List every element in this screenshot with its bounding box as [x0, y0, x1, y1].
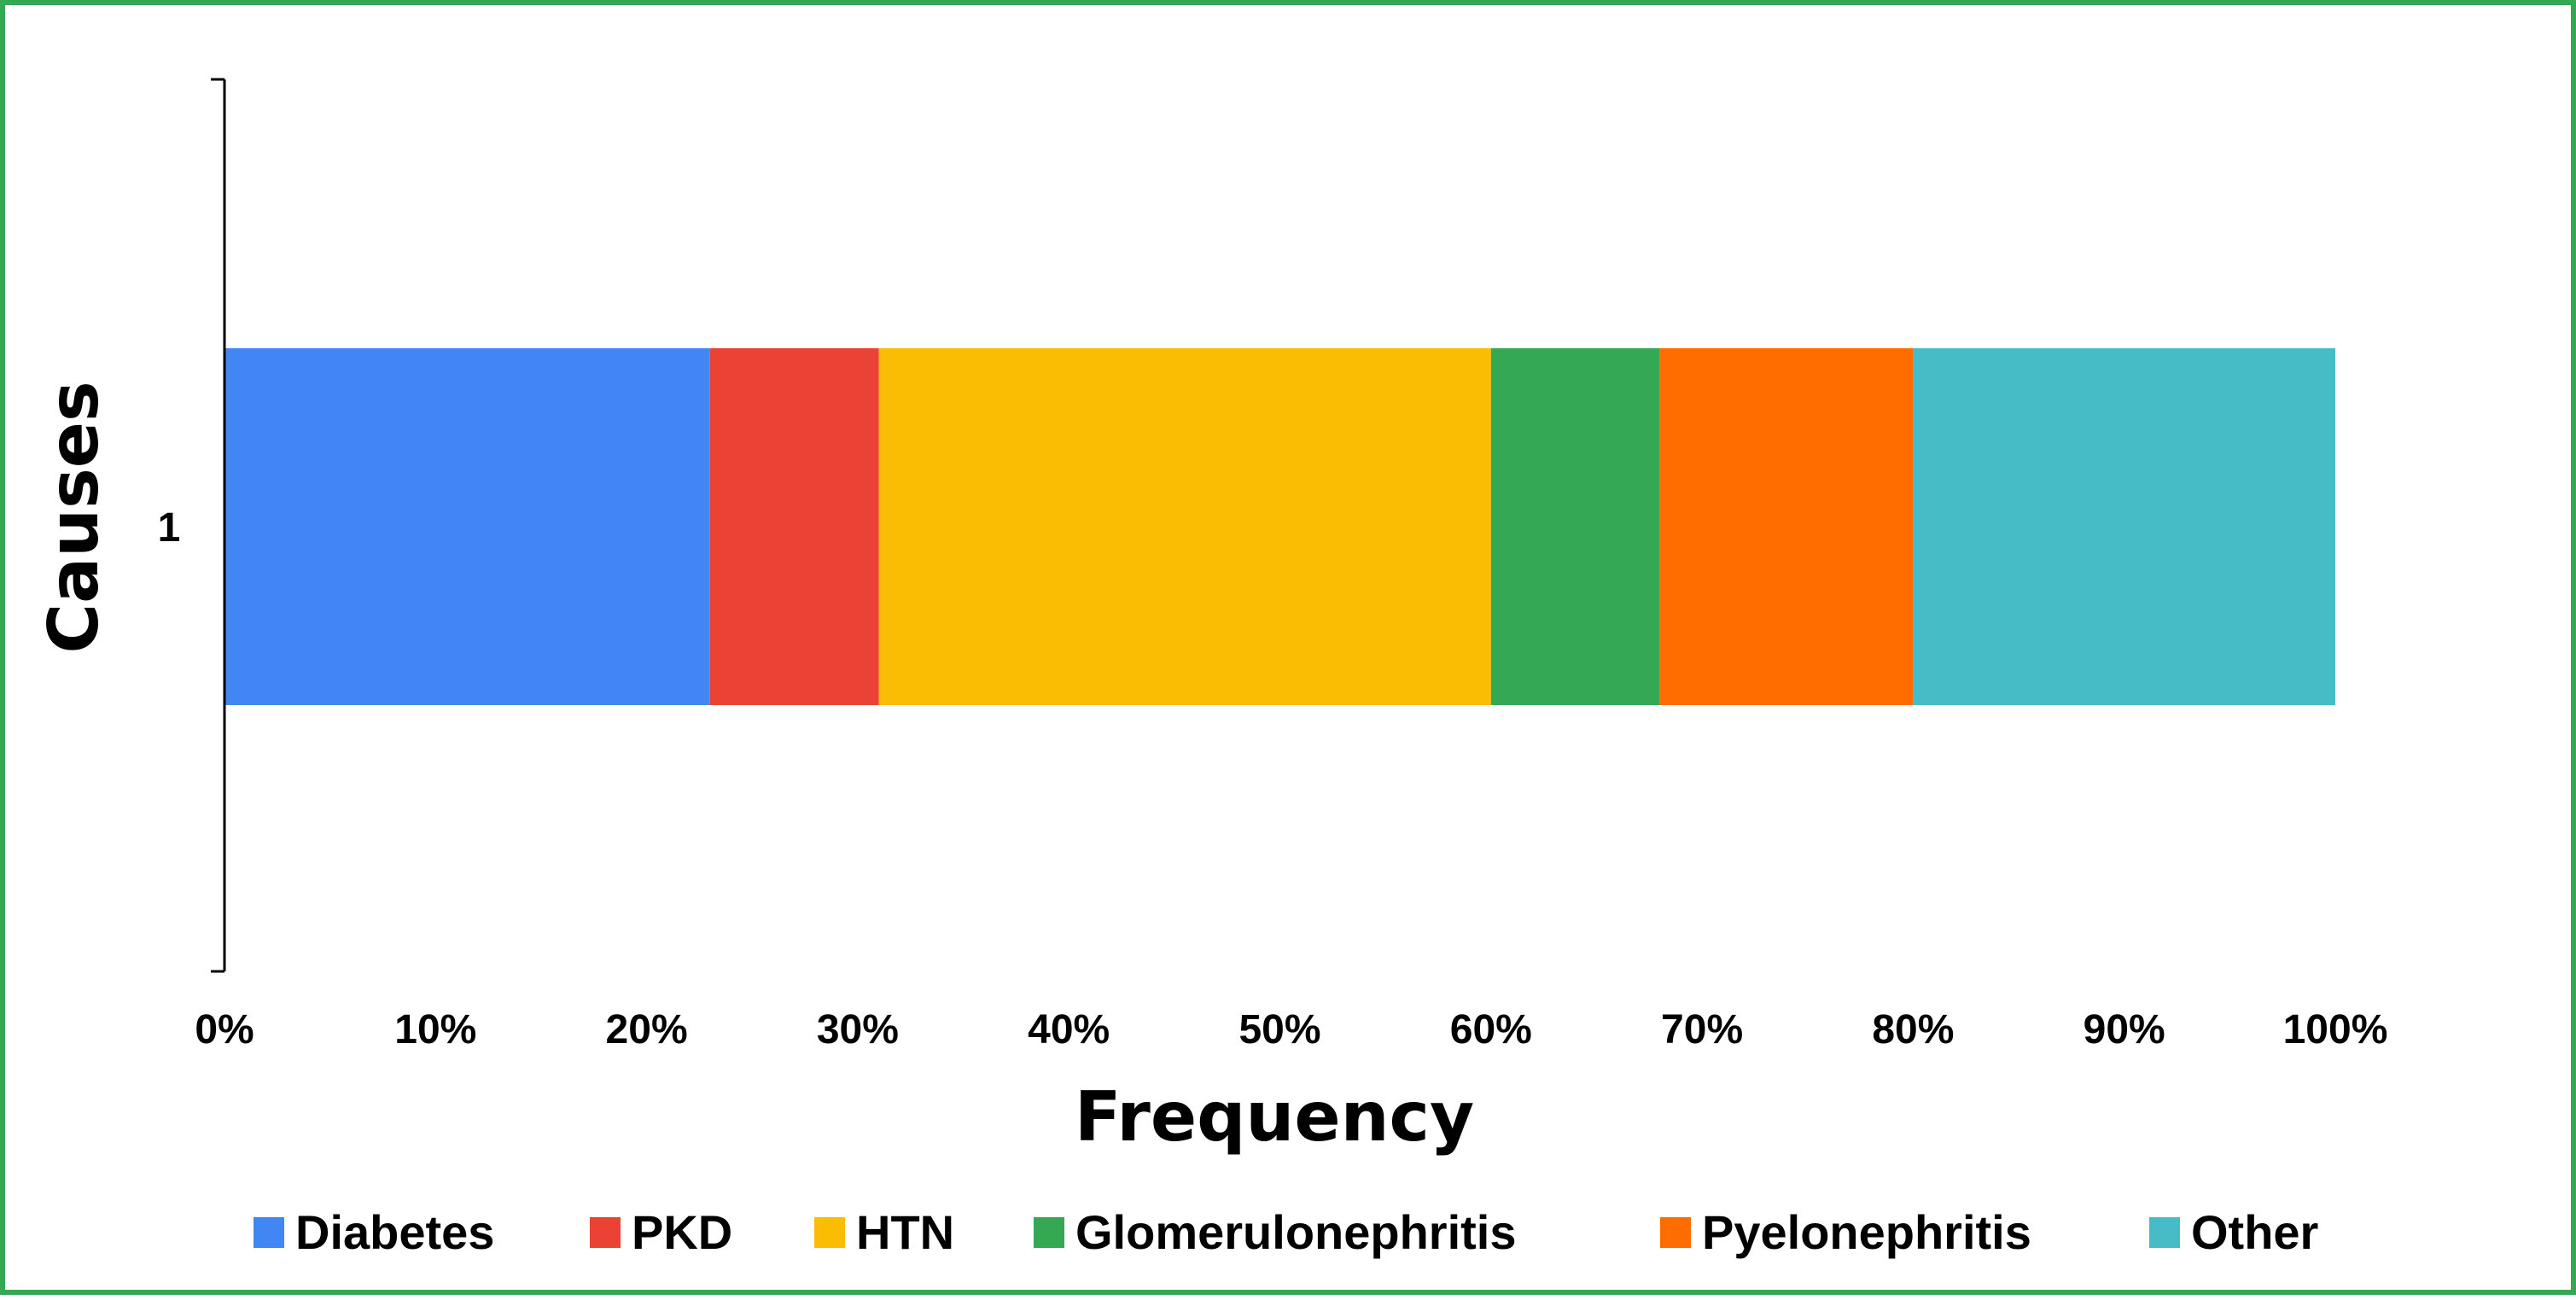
- x-tick-labels: 0% 10% 20% 30% 40% 50% 60% 70% 80% 90% 100%: [195, 1007, 2387, 1052]
- y-category-labels: 1: [158, 505, 181, 551]
- legend: Diabetes PKD HTN Glomerulonephritis Pyelonep…: [254, 1205, 2318, 1259]
- x-tick-label: 100%: [2283, 1007, 2388, 1052]
- x-axis-title: Frequency: [1075, 1077, 1474, 1157]
- x-tick-label: 70%: [1661, 1007, 1743, 1052]
- bar-segment-pkd: [709, 348, 879, 705]
- legend-swatch-glomerulonephritis: [1034, 1217, 1064, 1248]
- x-tick-label: 80%: [1872, 1007, 1954, 1052]
- legend-label-htn: HTN: [856, 1205, 954, 1259]
- bar-segment-htn: [878, 348, 1491, 705]
- legend-label-pkd: PKD: [632, 1205, 732, 1259]
- legend-swatch-other: [2149, 1217, 2180, 1248]
- stacked-bar-chart: 1 0% 10% 20% 30% 40% 50% 60% 70% 80% 90% 100% Freq…: [34, 78, 2387, 1259]
- legend-label-glomerulonephritis: Glomerulonephritis: [1075, 1205, 1517, 1259]
- legend-label-pyelonephritis: Pyelonephritis: [1702, 1205, 2031, 1259]
- bar-segment-pyelonephritis: [1659, 348, 1914, 705]
- legend-swatch-diabetes: [254, 1217, 284, 1248]
- y-axis-title: Causes: [34, 381, 114, 653]
- legend-label-other: Other: [2191, 1205, 2318, 1259]
- legend-swatch-pkd: [590, 1217, 621, 1248]
- x-tick-label: 0%: [195, 1007, 254, 1052]
- bar-segment-glomerulonephritis: [1490, 348, 1660, 705]
- y-axis: [211, 78, 226, 973]
- x-tick-label: 30%: [817, 1007, 899, 1052]
- x-tick-label: 60%: [1450, 1007, 1532, 1052]
- x-tick-label: 90%: [2084, 1007, 2165, 1052]
- x-tick-label: 50%: [1238, 1007, 1320, 1052]
- x-tick-label: 20%: [606, 1007, 688, 1052]
- bar-segments: [224, 348, 2335, 705]
- x-tick-label: 40%: [1028, 1007, 1110, 1052]
- legend-swatch-pyelonephritis: [1660, 1217, 1691, 1248]
- legend-swatch-htn: [814, 1217, 845, 1248]
- x-tick-label: 10%: [394, 1007, 476, 1052]
- legend-label-diabetes: Diabetes: [295, 1205, 494, 1259]
- bar-segment-other: [1913, 348, 2335, 705]
- bar-segment-diabetes: [224, 348, 710, 705]
- y-category-label: 1: [158, 505, 181, 551]
